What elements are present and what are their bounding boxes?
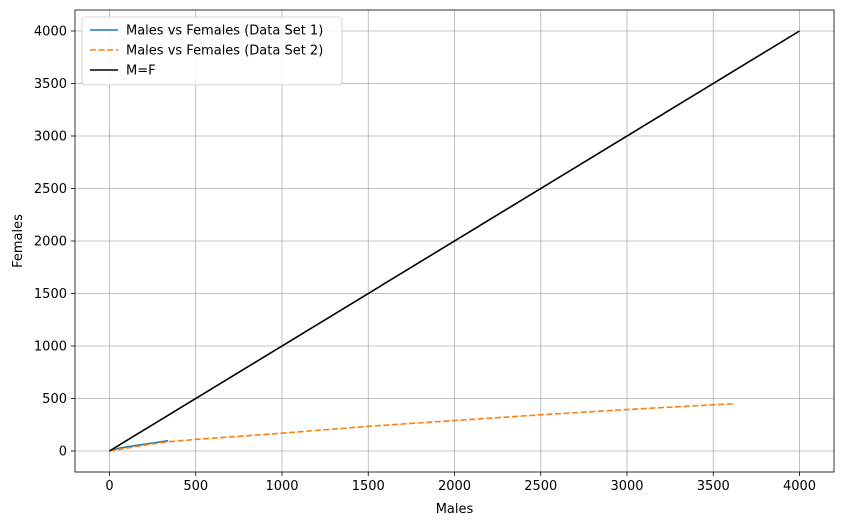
series-line-males-vs-females-data-set-2 [109, 402, 734, 452]
legend-box [81, 16, 343, 86]
x-axis-label: Males [436, 502, 474, 517]
x-tick-label: 2500 [524, 479, 557, 494]
x-axis-ticks: 0 500 1000 1500 2000 2500 3000 3500 4000 [105, 472, 816, 494]
x-tick-label: 3500 [697, 479, 730, 494]
y-tick-label: 2000 [34, 235, 67, 250]
y-tick-label: 1000 [34, 340, 67, 355]
x-tick-label: 2000 [438, 479, 471, 494]
y-tick-label: 4000 [34, 25, 67, 40]
legend-label: Males vs Females (Data Set 2) [126, 44, 323, 59]
x-tick-label: 1500 [352, 479, 385, 494]
x-tick-label: 0 [105, 479, 113, 494]
series-line-m-f [109, 30, 800, 452]
y-tick-label: 2500 [34, 182, 67, 197]
legend: Males vs Females (Data Set 1) Males vs Fe… [81, 16, 343, 86]
x-tick-label: 500 [183, 479, 208, 494]
y-tick-label: 1500 [34, 287, 67, 302]
series-line-males-vs-females-data-set-1 [109, 439, 169, 452]
plot-lines [109, 30, 800, 452]
y-tick-label: 3000 [34, 130, 67, 145]
y-tick-label: 0 [59, 445, 67, 460]
y-tick-label: 3500 [34, 77, 67, 92]
y-tick-label: 500 [42, 392, 67, 407]
legend-label: M=F [126, 64, 156, 79]
y-axis-label: Females [11, 214, 26, 268]
legend-label: Males vs Females (Data Set 1) [126, 24, 323, 39]
x-tick-label: 1000 [265, 479, 298, 494]
x-tick-label: 3000 [610, 479, 643, 494]
x-tick-label: 4000 [783, 479, 816, 494]
y-axis-ticks: 0 500 1000 1500 2000 2500 3000 3500 4000 [34, 25, 75, 460]
